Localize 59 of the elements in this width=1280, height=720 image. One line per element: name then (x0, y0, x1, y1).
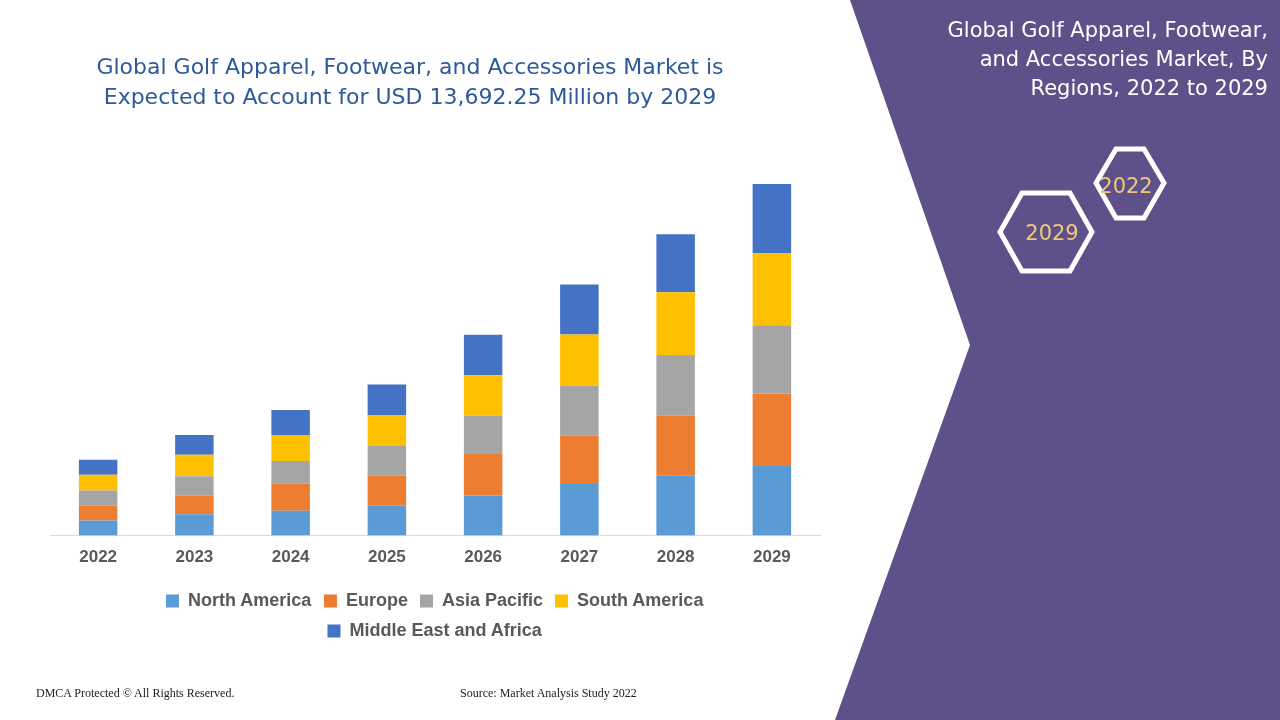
text: 2022 (1099, 174, 1153, 198)
bar (367, 415, 407, 446)
x-tick-label: 2027 (560, 547, 599, 567)
bar (656, 292, 695, 355)
legend-label: South America (577, 589, 705, 610)
bar (656, 354, 695, 416)
source-note: Source: Market Analysis Study 2022 (460, 686, 637, 701)
bar (271, 461, 310, 484)
bar (560, 385, 599, 436)
bar (175, 476, 214, 496)
bar (271, 510, 310, 536)
bar (463, 334, 503, 376)
chart-title: Global Golf Apparel, Footwear, and Accessories Market is Expected to Account for USD 13,692.25 Million by 2029 (95, 53, 725, 111)
bar (175, 435, 214, 455)
bar (175, 495, 214, 515)
bar (78, 459, 118, 475)
bar (271, 435, 310, 462)
text: Global Golf Apparel, Footwear, and Accessories Market, By Regions, 2022 to 2029 (946, 17, 1268, 102)
text: DMCA Protected © All Rights Reserved. (36, 686, 235, 701)
x-tick-label: 2025 (367, 547, 406, 567)
bar (367, 475, 407, 506)
x-tick-label: 2029 (752, 547, 791, 567)
bar (752, 184, 792, 254)
bar (560, 284, 599, 335)
legend-label: North America (187, 589, 313, 610)
bar (656, 475, 695, 536)
bar (367, 505, 407, 536)
bar (752, 325, 792, 394)
x-tick-label: 2023 (175, 547, 214, 567)
bar (78, 520, 118, 536)
bar (656, 415, 695, 476)
bar (367, 445, 407, 476)
bar (78, 505, 118, 521)
x-tick-label: 2026 (464, 547, 503, 567)
bar (752, 393, 792, 466)
legend-label: Middle East and Africa (349, 619, 543, 640)
bar (271, 483, 310, 511)
x-tick-label: 2024 (271, 547, 311, 567)
legend-label: Asia Pacific (441, 589, 544, 610)
legend-label: Europe (345, 589, 408, 610)
x-tick-label: 2022 (79, 547, 118, 567)
bar (463, 495, 503, 536)
bar (752, 253, 792, 326)
bar (175, 514, 214, 536)
bar (271, 410, 310, 436)
bar (560, 334, 599, 386)
bar (463, 375, 503, 416)
bar (463, 415, 503, 454)
bar (463, 453, 503, 496)
text: 2029 (1025, 221, 1079, 245)
bar (175, 454, 214, 477)
bar (656, 234, 695, 293)
bar (560, 483, 599, 536)
bar (78, 490, 118, 506)
x-tick-label: 2028 (656, 547, 695, 567)
bar (78, 474, 118, 491)
bar (752, 465, 792, 536)
bar (367, 384, 407, 415)
bar (560, 435, 599, 484)
